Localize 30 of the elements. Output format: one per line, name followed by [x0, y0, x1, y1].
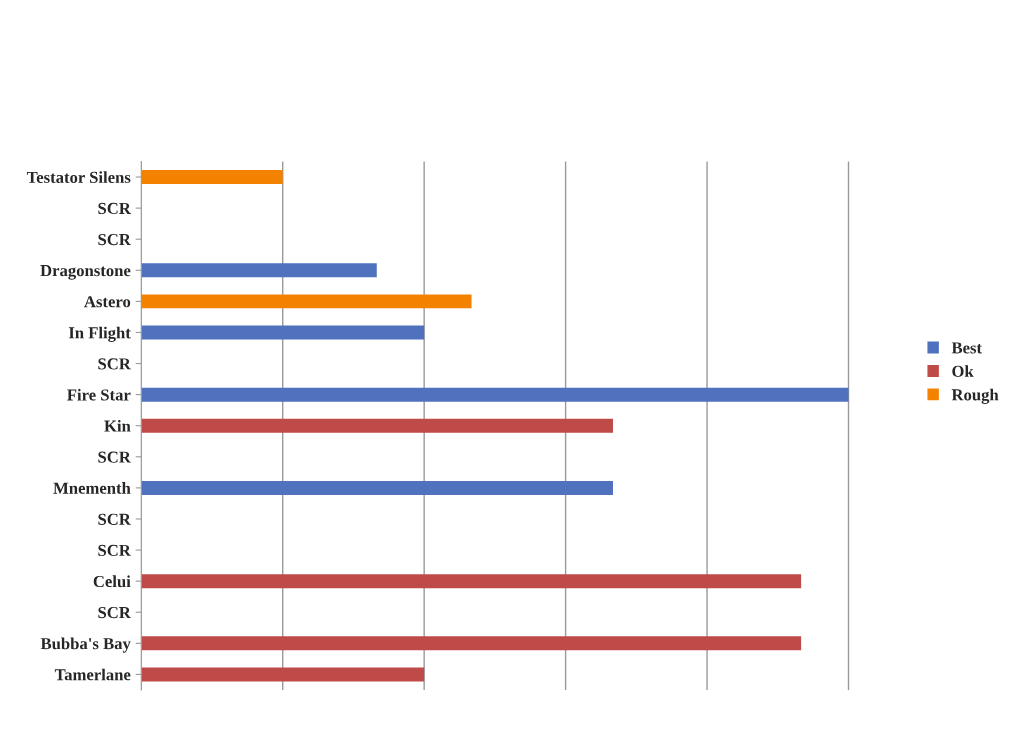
y-tick-label: SCR [98, 451, 131, 463]
legend-label: Rough [951, 388, 999, 404]
y-tick-label: Celui [93, 575, 131, 588]
legend-label: Best [951, 342, 982, 354]
y-tick-label: SCR [98, 606, 131, 619]
y-tick-label: Dragonstone [40, 265, 131, 280]
y-tick-label: SCR [98, 358, 131, 370]
bar [141, 480, 613, 495]
y-tick-label: SCR [98, 544, 131, 557]
bar [141, 636, 802, 651]
y-tick-label: Mnementh [53, 482, 131, 494]
bar [141, 667, 425, 682]
y-tick-label: Fire Star [67, 388, 131, 401]
y-tick-label: In Flight [68, 326, 131, 342]
bar [141, 387, 849, 402]
bar [141, 263, 377, 278]
y-tick-label: Tamerlane [54, 668, 131, 681]
bar [141, 294, 472, 309]
y-tick-label: Kin [104, 419, 131, 432]
y-tick-label: Testator Silens [26, 171, 131, 183]
bar [141, 325, 425, 340]
bar [141, 170, 283, 185]
bar [141, 418, 613, 433]
y-tick-label: Bubba's Bay [40, 637, 131, 653]
y-tick-label: SCR [98, 233, 131, 246]
y-tick-label: Astero [84, 296, 131, 308]
legend-label: Ok [952, 365, 974, 377]
y-tick-label: SCR [98, 513, 131, 525]
bar [141, 574, 802, 589]
y-tick-label: SCR [98, 202, 131, 215]
